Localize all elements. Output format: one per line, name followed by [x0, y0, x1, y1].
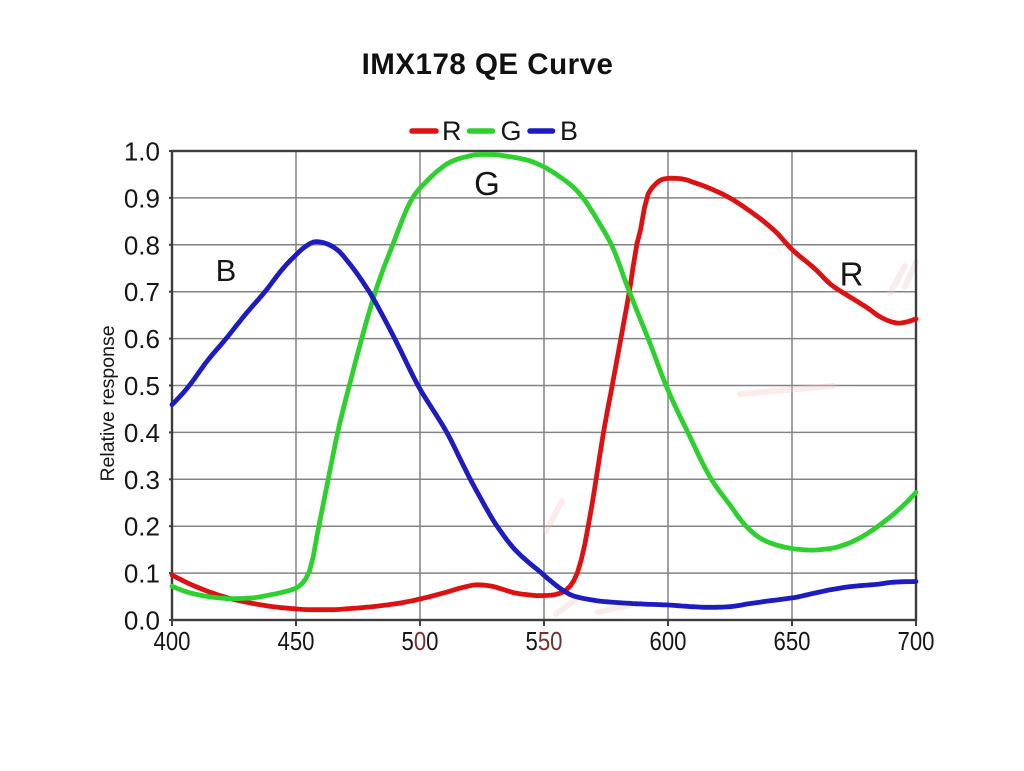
svg-text:700: 700 — [898, 626, 935, 656]
svg-text:G: G — [501, 116, 522, 146]
svg-text:600: 600 — [650, 626, 687, 656]
svg-text:Relative response: Relative response — [97, 325, 119, 481]
svg-text:650: 650 — [774, 626, 811, 656]
svg-text:0.1: 0.1 — [124, 559, 160, 589]
svg-text:0.9: 0.9 — [124, 183, 160, 213]
svg-text:0.6: 0.6 — [124, 324, 160, 354]
svg-text:IMX178 QE Curve: IMX178 QE Curve — [362, 48, 614, 81]
svg-text:0.2: 0.2 — [124, 512, 160, 542]
svg-text:0.5: 0.5 — [124, 371, 160, 401]
svg-text:R: R — [442, 116, 462, 146]
svg-text:R: R — [840, 256, 864, 293]
svg-text:0.8: 0.8 — [124, 230, 160, 260]
svg-text:0.0: 0.0 — [124, 606, 160, 636]
svg-text:0.3: 0.3 — [124, 465, 160, 495]
svg-text:400: 400 — [154, 626, 191, 656]
svg-text:B: B — [560, 116, 578, 146]
svg-text:B: B — [216, 253, 237, 288]
svg-text:450: 450 — [278, 626, 315, 656]
svg-text:G: G — [474, 165, 500, 202]
svg-text:500: 500 — [402, 626, 439, 656]
svg-text:1.0: 1.0 — [124, 137, 160, 167]
svg-text:0.7: 0.7 — [124, 277, 160, 307]
svg-text:550: 550 — [526, 626, 563, 656]
svg-text:0.4: 0.4 — [124, 418, 160, 448]
